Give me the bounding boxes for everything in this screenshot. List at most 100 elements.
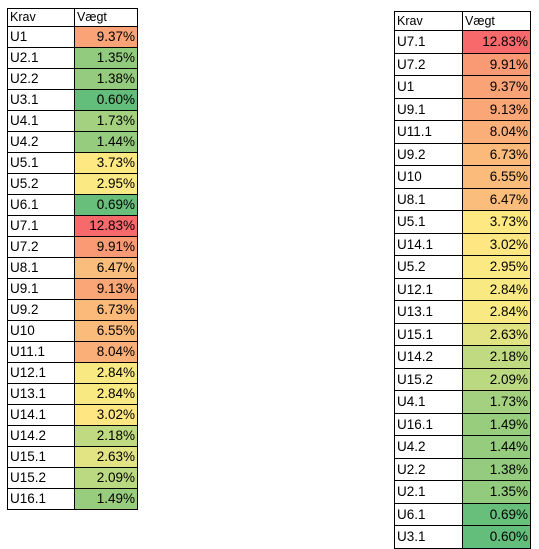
krav-cell: U5.1 (7, 152, 75, 174)
table-row: U12.1 2.84% (7, 362, 138, 384)
vaegt-cell: 2.95% (74, 173, 138, 195)
krav-cell: U16.1 (394, 412, 463, 436)
vaegt-cell: 9.91% (74, 236, 138, 258)
vaegt-cell: 1.49% (74, 488, 138, 510)
vaegt-cell: 9.13% (462, 97, 531, 121)
vaegt-cell: 2.18% (462, 345, 531, 369)
left-table-body: U1 9.37% U2.1 1.35% U2.2 1.38% U3.1 0.60% U4.1 1.… (7, 26, 138, 510)
table-row: U2.1 1.35% (394, 480, 531, 504)
krav-cell: U2.2 (394, 457, 463, 481)
table-row: U4.2 1.44% (394, 435, 531, 459)
krav-cell: U16.1 (7, 488, 75, 510)
vaegt-cell: 12.83% (74, 215, 138, 237)
krav-cell: U14.1 (394, 232, 463, 256)
krav-cell: U15.2 (7, 467, 75, 489)
krav-cell: U5.1 (394, 210, 463, 234)
table-row: U2.2 1.38% (394, 457, 531, 481)
table-row: U7.2 9.91% (394, 52, 531, 76)
vaegt-cell: 2.84% (74, 362, 138, 384)
vaegt-cell: 9.91% (462, 52, 531, 76)
table-row: U9.1 9.13% (394, 97, 531, 121)
table-row: U7.2 9.91% (7, 236, 138, 258)
table-row: U4.1 1.73% (7, 110, 138, 132)
vaegt-cell: 12.83% (462, 30, 531, 54)
vaegt-header: Vægt (462, 11, 531, 31)
table-row: U10 6.55% (7, 320, 138, 342)
table-row: U14.1 3.02% (394, 232, 531, 256)
krav-cell: U10 (7, 320, 75, 342)
krav-cell: U15.1 (7, 446, 75, 468)
vaegt-cell: 6.73% (462, 142, 531, 166)
vaegt-cell: 2.84% (74, 383, 138, 405)
krav-cell: U9.1 (7, 278, 75, 300)
krav-cell: U8.1 (7, 257, 75, 279)
krav-cell: U15.1 (394, 322, 463, 346)
krav-cell: U5.2 (394, 255, 463, 279)
right-weight-table-sorted: Krav Vægt U7.1 12.83% U7.2 9.91% U1 9.37% U9.1… (394, 11, 531, 549)
vaegt-cell: 1.44% (462, 435, 531, 459)
krav-cell: U3.1 (7, 89, 75, 111)
table-row: U14.2 2.18% (394, 345, 531, 369)
krav-cell: U4.1 (394, 390, 463, 414)
krav-cell: U2.1 (394, 480, 463, 504)
krav-cell: U4.2 (394, 435, 463, 459)
vaegt-cell: 6.73% (74, 299, 138, 321)
krav-cell: U4.1 (7, 110, 75, 132)
vaegt-cell: 9.37% (74, 26, 138, 48)
vaegt-cell: 0.60% (74, 89, 138, 111)
table-row: U14.2 2.18% (7, 425, 138, 447)
krav-cell: U13.1 (394, 300, 463, 324)
krav-cell: U15.2 (394, 367, 463, 391)
table-row: U11.1 8.04% (7, 341, 138, 363)
table-row: U6.1 0.69% (394, 502, 531, 526)
krav-cell: U11.1 (394, 120, 463, 144)
vaegt-cell: 3.02% (462, 232, 531, 256)
table-row: U12.1 2.84% (394, 277, 531, 301)
krav-cell: U7.1 (394, 30, 463, 54)
vaegt-cell: 1.38% (462, 457, 531, 481)
table-row: U5.1 3.73% (394, 210, 531, 234)
krav-cell: U7.2 (7, 236, 75, 258)
krav-cell: U14.1 (7, 404, 75, 426)
krav-cell: U9.2 (394, 142, 463, 166)
krav-cell: U1 (394, 75, 463, 99)
table-row: U5.2 2.95% (394, 255, 531, 279)
krav-cell: U4.2 (7, 131, 75, 153)
vaegt-cell: 1.73% (462, 390, 531, 414)
table-row: U7.1 12.83% (394, 30, 531, 54)
vaegt-cell: 2.95% (462, 255, 531, 279)
krav-cell: U9.1 (394, 97, 463, 121)
vaegt-cell: 2.09% (74, 467, 138, 489)
vaegt-cell: 9.13% (74, 278, 138, 300)
vaegt-cell: 8.04% (74, 341, 138, 363)
table-row: U13.1 2.84% (7, 383, 138, 405)
table-row: U9.2 6.73% (7, 299, 138, 321)
krav-cell: U2.1 (7, 47, 75, 69)
vaegt-cell: 1.35% (74, 47, 138, 69)
table-row: U7.1 12.83% (7, 215, 138, 237)
table-row: U9.1 9.13% (7, 278, 138, 300)
vaegt-cell: 6.47% (74, 257, 138, 279)
krav-cell: U8.1 (394, 187, 463, 211)
vaegt-cell: 0.60% (462, 525, 531, 549)
table-row: U14.1 3.02% (7, 404, 138, 426)
vaegt-cell: 1.73% (74, 110, 138, 132)
krav-cell: U5.2 (7, 173, 75, 195)
table-row: U4.1 1.73% (394, 390, 531, 414)
table-row: U16.1 1.49% (394, 412, 531, 436)
krav-cell: U11.1 (7, 341, 75, 363)
krav-cell: U9.2 (7, 299, 75, 321)
table-row: U5.1 3.73% (7, 152, 138, 174)
table-row: U9.2 6.73% (394, 142, 531, 166)
vaegt-cell: 9.37% (462, 75, 531, 99)
vaegt-cell: 1.44% (74, 131, 138, 153)
vaegt-cell: 0.69% (74, 194, 138, 216)
table-row: U10 6.55% (394, 165, 531, 189)
vaegt-cell: 1.38% (74, 68, 138, 90)
krav-cell: U12.1 (394, 277, 463, 301)
table-row: U3.1 0.60% (394, 525, 531, 549)
vaegt-cell: 6.55% (74, 320, 138, 342)
table-row: U2.1 1.35% (7, 47, 138, 69)
vaegt-cell: 6.47% (462, 187, 531, 211)
table-row: U15.2 2.09% (394, 367, 531, 391)
